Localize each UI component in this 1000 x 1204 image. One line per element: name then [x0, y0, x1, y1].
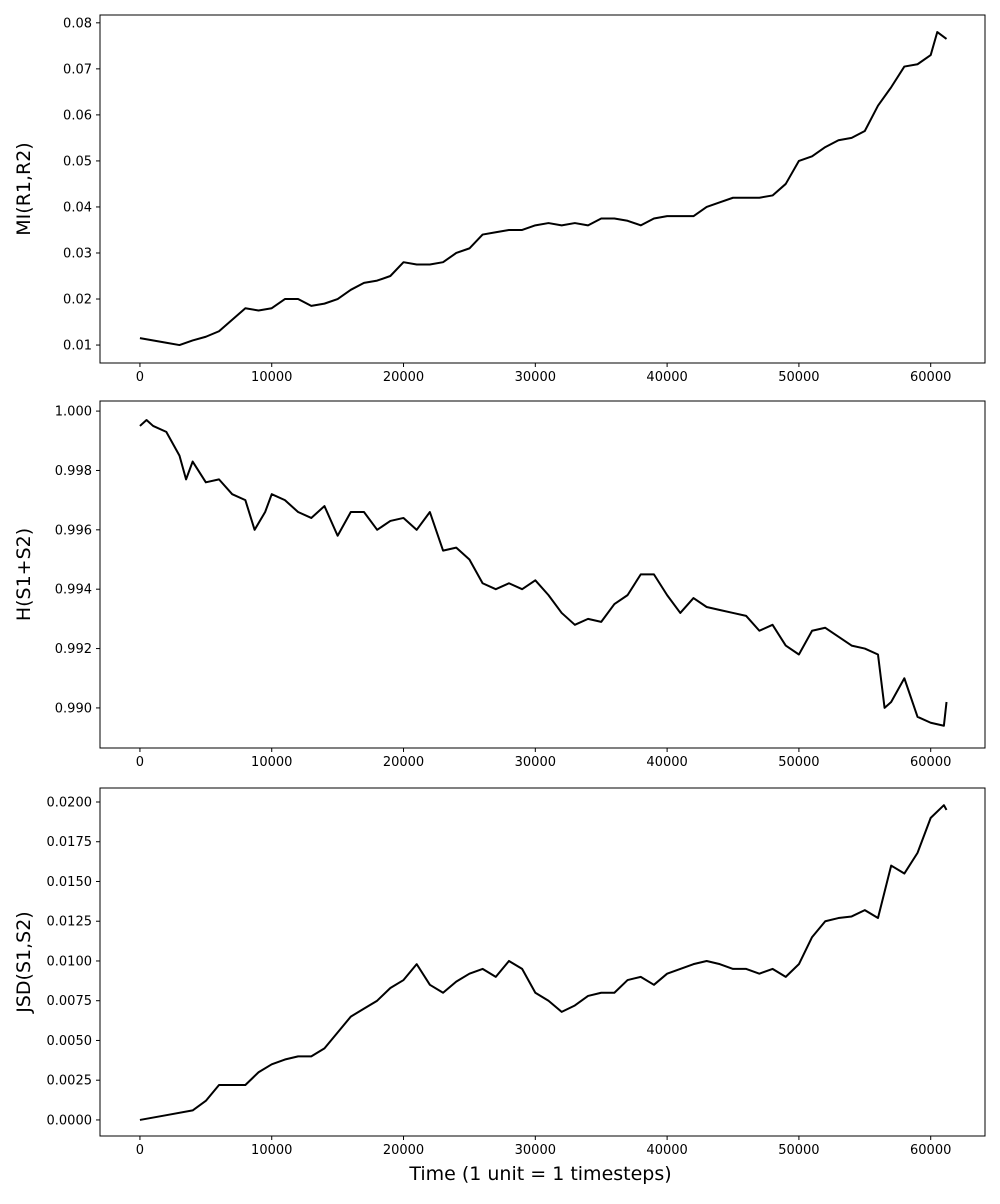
y-axis-label: JSD(S1,S2) — [13, 911, 35, 1013]
x-tick-label: 0 — [136, 1143, 144, 1158]
y-tick-label: 0.06 — [63, 108, 92, 123]
y-tick-label: 0.0150 — [47, 875, 93, 890]
data-line — [139, 418, 948, 727]
x-tick-label: 30000 — [515, 755, 556, 770]
y-tick-label: 0.02 — [63, 293, 92, 308]
x-tick-label: 0 — [136, 755, 144, 770]
plot-frame — [99, 787, 986, 1137]
x-tick-label: 10000 — [251, 1143, 292, 1158]
x-tick-label: 0 — [136, 370, 144, 385]
y-tick-label: 0.996 — [55, 523, 92, 538]
x-tick-label: 60000 — [910, 1143, 951, 1158]
y-tick-label: 0.03 — [63, 246, 92, 261]
y-tick-label: 0.990 — [55, 701, 92, 716]
x-tick-label: 60000 — [910, 370, 951, 385]
y-tick-label: 0.0075 — [47, 994, 93, 1009]
y-tick-label: 0.0000 — [47, 1113, 93, 1128]
y-tick-label: 1.000 — [55, 405, 92, 420]
data-line — [139, 31, 948, 347]
y-tick-label: 0.05 — [63, 154, 92, 169]
y-tick-label: 0.0125 — [47, 915, 93, 930]
x-axis-label: Time (1 unit = 1 timesteps) — [408, 1163, 671, 1185]
x-tick-label: 30000 — [515, 370, 556, 385]
x-tick-label: 60000 — [910, 755, 951, 770]
x-tick-label: 20000 — [383, 755, 424, 770]
y-tick-label: 0.07 — [63, 62, 92, 77]
y-tick-label: 0.0175 — [47, 835, 93, 850]
y-tick-label: 0.0025 — [47, 1074, 93, 1089]
y-tick-label: 0.0050 — [47, 1034, 93, 1049]
x-tick-label: 50000 — [778, 755, 819, 770]
data-line — [139, 804, 948, 1121]
plot-frame — [99, 14, 986, 364]
x-tick-label: 50000 — [778, 370, 819, 385]
x-tick-label: 40000 — [646, 370, 687, 385]
y-axis-label: H(S1+S2) — [13, 528, 35, 621]
plot-frame — [99, 400, 986, 749]
x-tick-label: 20000 — [383, 370, 424, 385]
y-tick-label: 0.998 — [55, 464, 92, 479]
x-tick-label: 40000 — [646, 1143, 687, 1158]
x-tick-label: 10000 — [251, 370, 292, 385]
y-tick-label: 0.01 — [63, 339, 92, 354]
y-tick-label: 0.992 — [55, 642, 92, 657]
y-tick-label: 0.08 — [63, 16, 92, 31]
x-tick-label: 20000 — [383, 1143, 424, 1158]
y-axis-label: MI(R1,R2) — [13, 142, 35, 235]
y-tick-label: 0.0200 — [47, 795, 93, 810]
x-tick-label: 30000 — [515, 1143, 556, 1158]
y-tick-label: 0.994 — [55, 583, 92, 598]
x-tick-label: 50000 — [778, 1143, 819, 1158]
y-tick-label: 0.0100 — [47, 954, 93, 969]
x-tick-label: 40000 — [646, 755, 687, 770]
y-tick-label: 0.04 — [63, 200, 92, 215]
x-tick-label: 10000 — [251, 755, 292, 770]
